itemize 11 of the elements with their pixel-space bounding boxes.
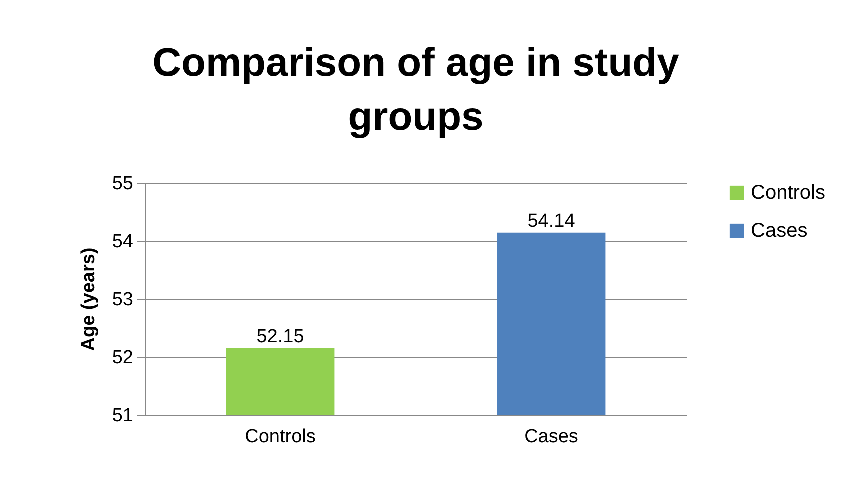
y-tick-label: 51 [112,406,134,426]
legend-label: Controls [751,182,826,204]
chart-title: Comparison of age in study groups [152,41,680,139]
y-tick-label: 55 [112,174,134,194]
y-tick-label: 52 [112,348,134,368]
data-label: 52.15 [256,326,304,348]
legend-label: Cases [751,220,808,242]
y-tick-label: 53 [112,290,134,310]
data-label: 54.14 [528,210,576,232]
y-tick-label: 54 [112,232,134,252]
y-axis-title: Age (years) [78,248,100,352]
